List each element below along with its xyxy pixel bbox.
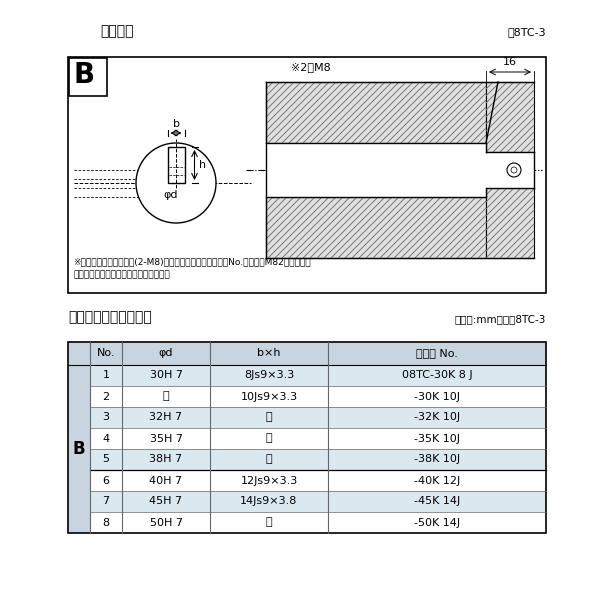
Text: 5: 5: [103, 455, 110, 464]
Bar: [69, 58, 107, 96]
Text: h: h: [199, 160, 206, 170]
Text: 4: 4: [103, 433, 110, 443]
Text: B: B: [73, 440, 85, 458]
Text: 16: 16: [503, 57, 517, 67]
Text: 軸穴形状コード一覧表: 軸穴形状コード一覧表: [68, 310, 152, 324]
Bar: [90, 428, 546, 449]
Text: 〃: 〃: [266, 433, 272, 443]
Bar: [90, 470, 546, 491]
Text: B: B: [73, 61, 94, 89]
Circle shape: [507, 163, 521, 177]
Text: ※2－M8: ※2－M8: [291, 62, 331, 72]
Text: 32H 7: 32H 7: [149, 413, 182, 422]
Text: コード No.: コード No.: [416, 349, 458, 358]
Text: φd: φd: [164, 190, 178, 200]
Text: 3: 3: [103, 413, 110, 422]
Bar: [486, 82, 534, 152]
Text: 38H 7: 38H 7: [149, 455, 182, 464]
Bar: [68, 342, 90, 533]
Text: 45H 7: 45H 7: [149, 497, 182, 506]
Bar: [266, 197, 486, 258]
Text: 2: 2: [103, 391, 110, 401]
Text: 30H 7: 30H 7: [149, 370, 182, 380]
Bar: [68, 342, 546, 365]
Text: 6: 6: [103, 475, 110, 485]
Bar: [68, 342, 546, 533]
Text: -50K 14J: -50K 14J: [414, 517, 460, 527]
Text: -32K 10J: -32K 10J: [414, 413, 460, 422]
Text: -45K 14J: -45K 14J: [414, 497, 460, 506]
Text: （セットボルトは付属されています。）: （セットボルトは付属されています。）: [73, 270, 170, 279]
Bar: [68, 57, 546, 293]
Bar: [266, 143, 486, 197]
Text: No.: No.: [97, 349, 115, 358]
Bar: [90, 365, 546, 386]
Text: 〃: 〃: [266, 455, 272, 464]
Text: -38K 10J: -38K 10J: [414, 455, 460, 464]
Bar: [90, 407, 546, 428]
Text: 35H 7: 35H 7: [149, 433, 182, 443]
Text: 8Js9×3.3: 8Js9×3.3: [244, 370, 294, 380]
Text: 図8TC-3: 図8TC-3: [508, 27, 546, 37]
Text: 14Js9×3.8: 14Js9×3.8: [241, 497, 298, 506]
Text: 〃: 〃: [266, 413, 272, 422]
Bar: [266, 82, 486, 143]
Text: 8: 8: [103, 517, 110, 527]
Text: 〃: 〃: [163, 391, 169, 401]
Bar: [167, 147, 185, 183]
Text: 40H 7: 40H 7: [149, 475, 182, 485]
Text: b: b: [173, 119, 179, 129]
Bar: [486, 152, 534, 188]
Text: φd: φd: [159, 349, 173, 358]
Text: 1: 1: [103, 370, 110, 380]
Text: 08TC-30K 8 J: 08TC-30K 8 J: [401, 370, 472, 380]
Text: 7: 7: [103, 497, 110, 506]
Bar: [486, 188, 534, 258]
Bar: [90, 491, 546, 512]
Text: 10Js9×3.3: 10Js9×3.3: [241, 391, 298, 401]
Bar: [90, 386, 546, 407]
Text: -40K 12J: -40K 12J: [414, 475, 460, 485]
Text: -30K 10J: -30K 10J: [414, 391, 460, 401]
Text: 軸穴形状: 軸穴形状: [100, 24, 133, 38]
Text: 12Js9×3.3: 12Js9×3.3: [241, 475, 298, 485]
Bar: [90, 449, 546, 470]
Text: b×h: b×h: [257, 349, 281, 358]
Circle shape: [136, 143, 216, 223]
Text: 50H 7: 50H 7: [149, 517, 182, 527]
Text: 〃: 〃: [266, 517, 272, 527]
Bar: [90, 512, 546, 533]
Text: ※セットボルト用タップ(2-M8)が必要な場合は右記コードNo.の末尾にM82を付ける。: ※セットボルト用タップ(2-M8)が必要な場合は右記コードNo.の末尾にM82を…: [73, 257, 311, 266]
Text: （単位:mm）　表8TC-3: （単位:mm） 表8TC-3: [455, 314, 546, 324]
Text: -35K 10J: -35K 10J: [414, 433, 460, 443]
